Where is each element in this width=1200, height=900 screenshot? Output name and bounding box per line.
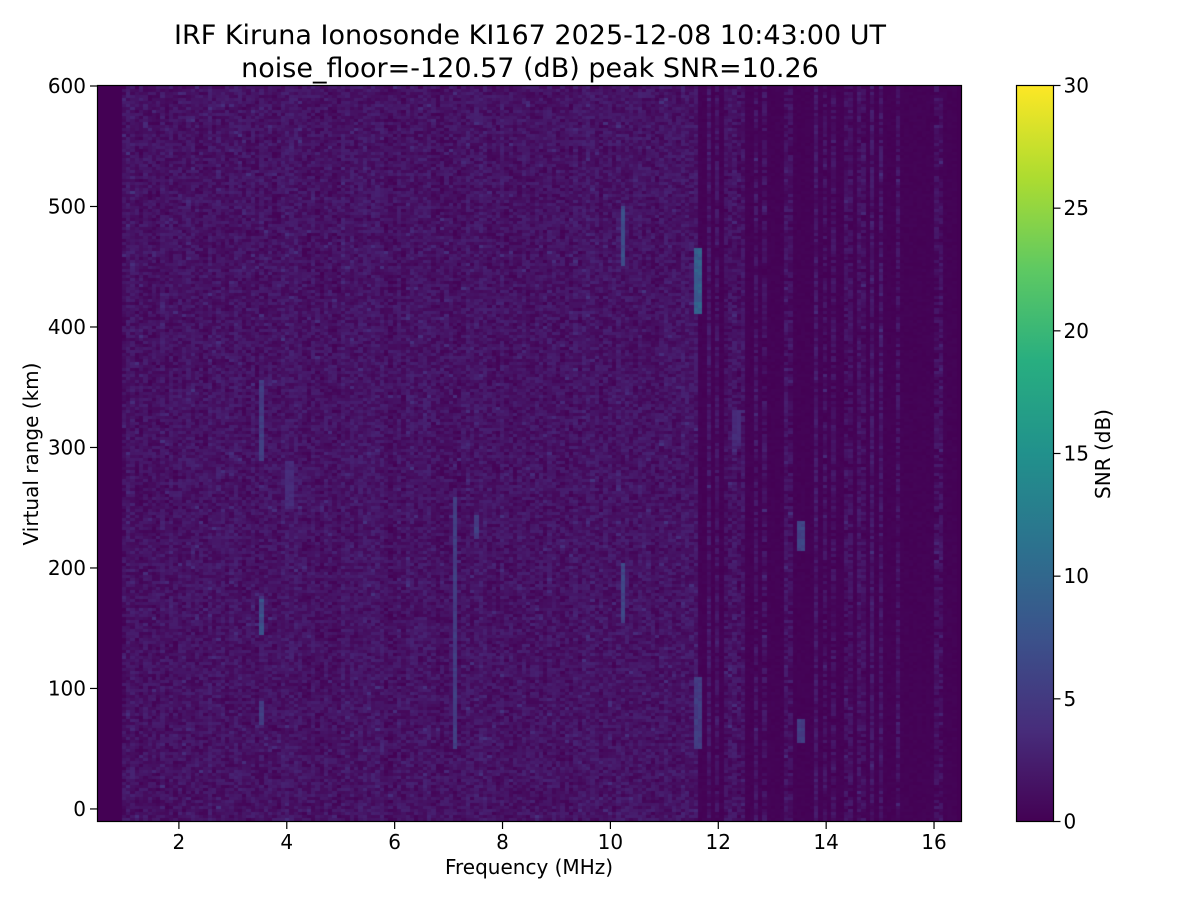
- x-tick-label: 12: [706, 830, 731, 854]
- x-tick-label: 16: [921, 830, 946, 854]
- plot-frame: [96, 84, 963, 823]
- y-axis-label: Virtual range (km): [19, 363, 43, 546]
- x-axis-label: Frequency (MHz): [445, 855, 613, 879]
- y-tick-label: 500: [48, 194, 86, 218]
- y-tick-label: 300: [48, 435, 86, 459]
- colorbar-tick-label: 5: [1064, 687, 1077, 711]
- colorbar-tick-label: 30: [1064, 74, 1089, 98]
- x-tick-label: 8: [496, 830, 509, 854]
- y-tick-label: 200: [48, 556, 86, 580]
- colorbar-tick-label: 20: [1064, 319, 1089, 343]
- heatmap-cells: [98, 86, 961, 821]
- y-tick-label: 0: [73, 797, 86, 821]
- x-axis: 2 4 6 8 10 12 14 16: [173, 822, 947, 854]
- x-tick-label: 4: [280, 830, 293, 854]
- x-tick-label: 6: [388, 830, 401, 854]
- chart-title: IRF Kiruna Ionosonde KI167 2025-12-08 10…: [174, 20, 887, 51]
- y-tick-label: 600: [48, 74, 86, 98]
- heatmap-canvas: [98, 86, 961, 821]
- y-axis: 0 100 200 300 400 500 600: [48, 74, 97, 821]
- colorbar-tick-label: 0: [1064, 810, 1077, 834]
- x-tick-label: 2: [173, 830, 186, 854]
- chart-subtitle: noise_floor=-120.57 (dB) peak SNR=10.26: [241, 53, 819, 84]
- x-tick-label: 14: [813, 830, 838, 854]
- colorbar-tick-label: 15: [1064, 442, 1089, 466]
- y-tick-label: 400: [48, 315, 86, 339]
- colorbar-tick-label: 10: [1064, 564, 1089, 588]
- heatmap-plot-area: [98, 86, 961, 821]
- y-tick-label: 100: [48, 676, 86, 700]
- colorbar: [1015, 84, 1055, 823]
- colorbar-label: SNR (dB): [1091, 409, 1115, 499]
- colorbar-tick-label: 25: [1064, 196, 1089, 220]
- x-tick-label: 10: [598, 830, 623, 854]
- colorbar-axis: 0 5 10 15 20 25 30: [1053, 74, 1089, 834]
